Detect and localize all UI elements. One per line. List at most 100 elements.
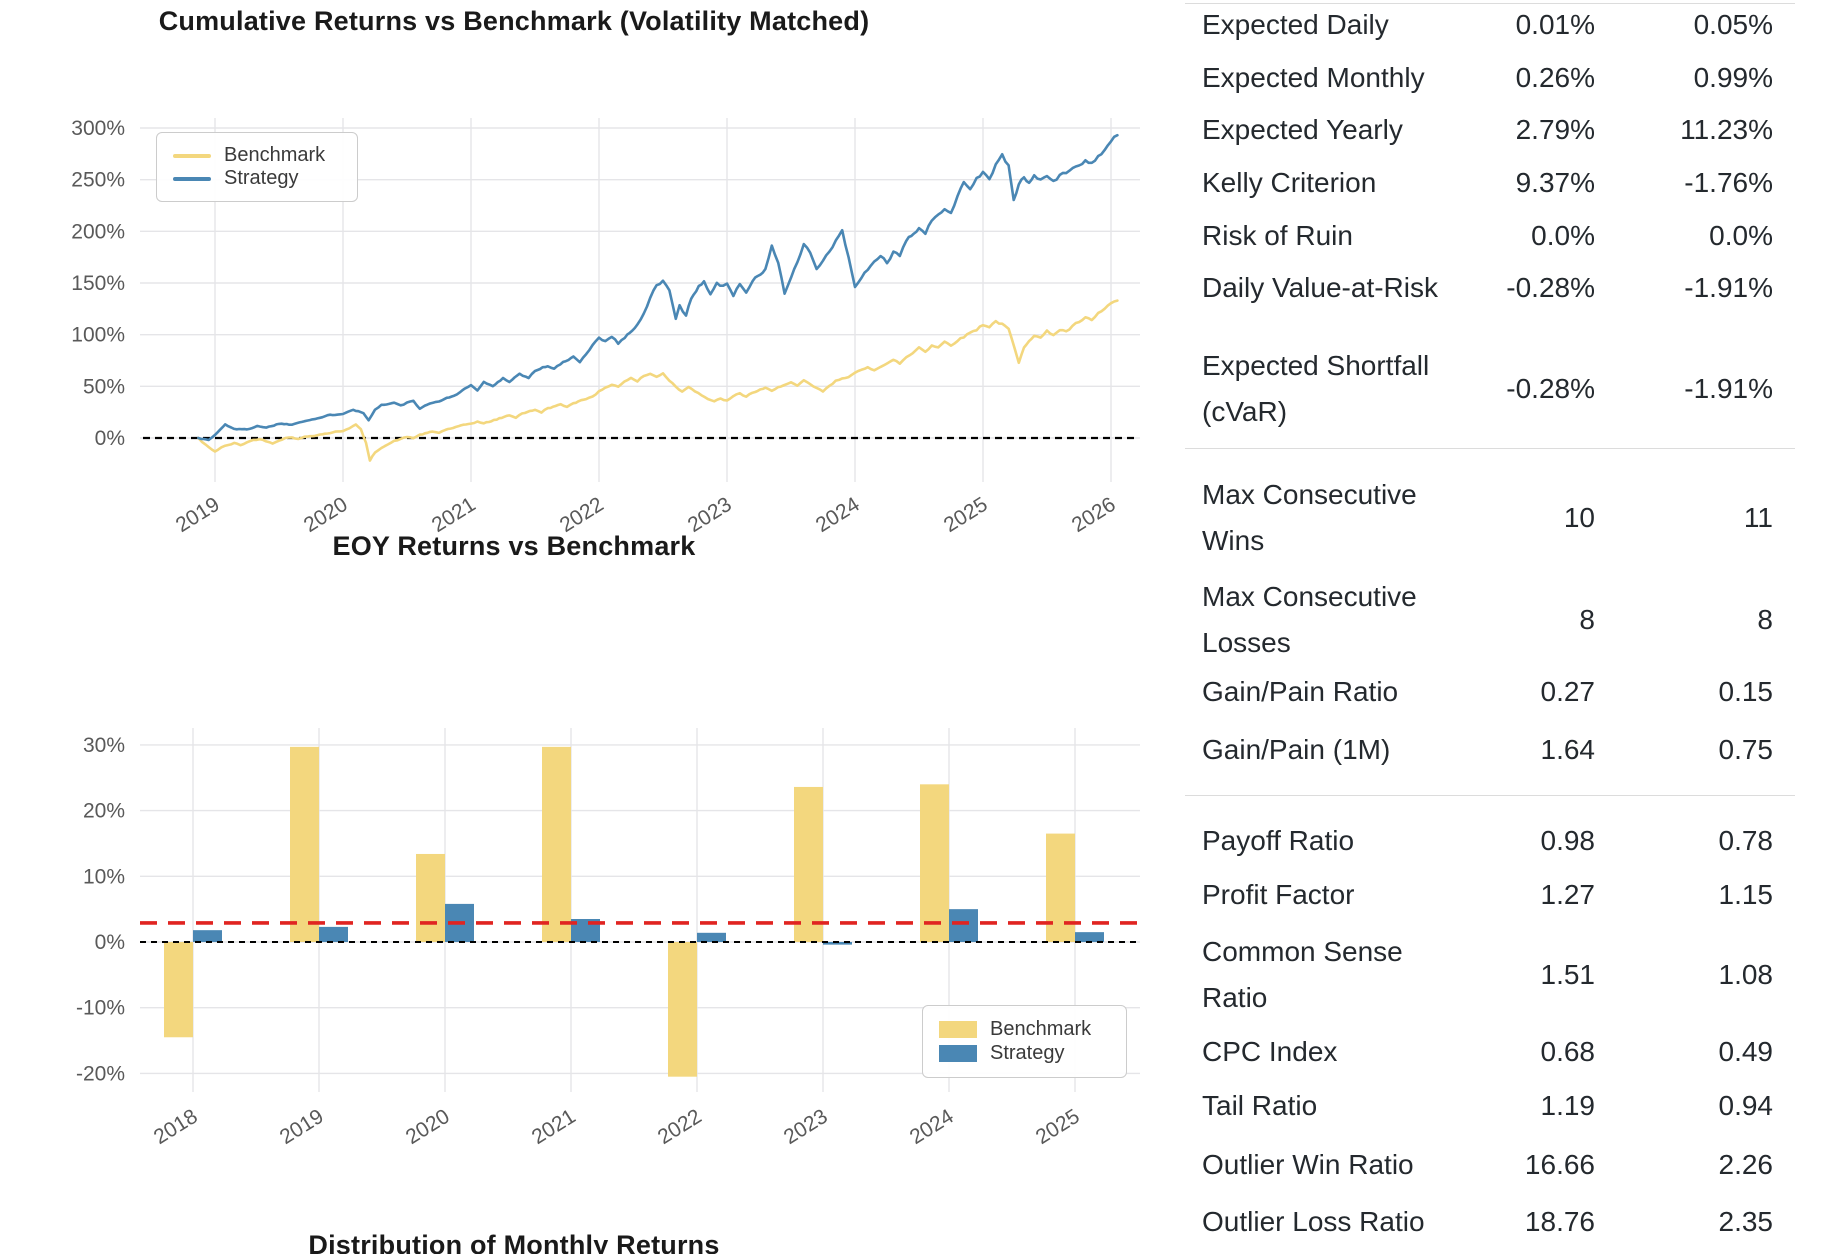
x-tick-label: 2025 bbox=[1032, 1105, 1084, 1149]
strategy-bar bbox=[571, 919, 600, 942]
metric-row: Max Consecutive Losses 8 8 bbox=[1202, 570, 1773, 670]
strategy-line bbox=[197, 133, 1119, 442]
metric-row: Expected Monthly 0.26% 0.99% bbox=[1202, 50, 1773, 106]
benchmark-line-swatch bbox=[173, 153, 211, 158]
legend-item-strategy: Strategy bbox=[939, 1042, 1110, 1065]
metric-value-benchmark: 0.68 bbox=[1540, 1036, 1596, 1067]
metric-label: Payoff Ratio bbox=[1202, 825, 1355, 856]
metric-value-strategy: -1.91% bbox=[1684, 373, 1773, 404]
benchmark-bar-swatch bbox=[939, 1020, 977, 1038]
strategy-bar bbox=[949, 909, 978, 942]
strategy-bar bbox=[1075, 932, 1104, 942]
y-tick-label: 300% bbox=[71, 117, 125, 140]
metric-value-benchmark: 1.27 bbox=[1540, 879, 1596, 910]
metric-value-benchmark: 18.76 bbox=[1524, 1206, 1595, 1237]
metric-value-benchmark: 8 bbox=[1579, 604, 1595, 635]
benchmark-bar bbox=[668, 942, 697, 1077]
x-tick-label: 2019 bbox=[276, 1105, 328, 1149]
metric-value-benchmark: 0.01% bbox=[1515, 9, 1595, 40]
metric-label: Daily Value-at-Risk bbox=[1202, 272, 1438, 303]
metric-value-strategy: -1.91% bbox=[1684, 272, 1773, 303]
metric-value-strategy: 0.94 bbox=[1718, 1090, 1774, 1121]
metric-row: Max Consecutive Wins 10 11 bbox=[1202, 468, 1773, 568]
metric-value-strategy: 11 bbox=[1743, 502, 1773, 533]
metric-value-strategy: 2.35 bbox=[1718, 1206, 1774, 1237]
legend-item-benchmark: Benchmark bbox=[173, 144, 341, 167]
y-tick-label: -10% bbox=[76, 997, 125, 1020]
strategy-bar bbox=[193, 930, 222, 942]
y-tick-label: 250% bbox=[71, 169, 125, 192]
x-tick-label: 2026 bbox=[1068, 493, 1120, 537]
metric-label: Outlier Win Ratio bbox=[1202, 1149, 1414, 1180]
metric-label: Tail Ratio bbox=[1202, 1090, 1318, 1121]
strategy-bar bbox=[319, 926, 348, 942]
strategy-line-swatch bbox=[173, 176, 211, 181]
y-tick-label: 10% bbox=[83, 865, 125, 888]
metric-row: Gain/Pain Ratio 0.27 0.15 bbox=[1202, 664, 1773, 720]
x-tick-label: 2018 bbox=[150, 1105, 202, 1149]
table-section-divider bbox=[1185, 448, 1795, 449]
metric-value-strategy: 0.75 bbox=[1718, 734, 1774, 765]
benchmark-bar bbox=[542, 746, 571, 942]
metric-row: Daily Value-at-Risk -0.28% -1.91% bbox=[1202, 260, 1773, 316]
metric-value-strategy: 0.15 bbox=[1718, 676, 1774, 707]
y-tick-label: 0% bbox=[95, 427, 125, 450]
metric-value-benchmark: -0.28% bbox=[1506, 373, 1595, 404]
strategy-bar bbox=[697, 932, 726, 942]
metric-row: CPC Index 0.68 0.49 bbox=[1202, 1024, 1773, 1080]
metric-row: Expected Yearly 2.79% 11.23% bbox=[1202, 102, 1773, 158]
metric-row: Risk of Ruin 0.0% 0.0% bbox=[1202, 208, 1773, 264]
benchmark-bar bbox=[164, 942, 193, 1038]
benchmark-bar bbox=[416, 853, 445, 942]
metric-label: Max Consecutive Wins bbox=[1202, 479, 1417, 556]
legend-label: Strategy bbox=[224, 167, 299, 189]
table-section-divider bbox=[1185, 3, 1795, 4]
metric-label: CPC Index bbox=[1202, 1036, 1338, 1067]
metric-row: Expected Shortfall (cVaR) -0.28% -1.91% bbox=[1202, 339, 1773, 439]
metric-value-benchmark: 0.98 bbox=[1540, 825, 1596, 856]
metric-label: Expected Daily bbox=[1202, 9, 1389, 40]
cumulative-returns-chart-title: Cumulative Returns vs Benchmark (Volatil… bbox=[158, 6, 870, 36]
y-tick-label: 30% bbox=[83, 734, 125, 757]
metric-value-strategy: 0.78 bbox=[1718, 825, 1774, 856]
metric-value-strategy: 11.23% bbox=[1680, 114, 1773, 145]
x-tick-label: 2020 bbox=[402, 1105, 454, 1149]
metric-value-benchmark: -0.28% bbox=[1506, 272, 1595, 303]
x-tick-label: 2023 bbox=[780, 1105, 832, 1149]
metric-value-benchmark: 1.19 bbox=[1540, 1090, 1596, 1121]
y-tick-label: 150% bbox=[71, 272, 125, 295]
y-tick-label: 20% bbox=[83, 800, 125, 823]
key-metrics-table: Expected Daily 0.01% 0.05% Expected Monthly… bbox=[1185, 0, 1795, 1254]
metric-value-benchmark: 0.27 bbox=[1540, 676, 1596, 707]
benchmark-bar bbox=[794, 786, 823, 942]
metric-value-benchmark: 1.64 bbox=[1540, 734, 1596, 765]
metric-label: Expected Yearly bbox=[1202, 114, 1403, 145]
metric-row: Outlier Win Ratio 16.66 2.26 bbox=[1202, 1137, 1773, 1193]
metric-value-strategy: 2.26 bbox=[1718, 1149, 1774, 1180]
metric-row: Kelly Criterion 9.37% -1.76% bbox=[1202, 155, 1773, 211]
metric-value-strategy: 8 bbox=[1757, 604, 1773, 635]
eoy-chart-legend: Benchmark Strategy bbox=[922, 1005, 1127, 1078]
metric-value-benchmark: 2.79% bbox=[1515, 114, 1595, 145]
metric-value-strategy: 1.15 bbox=[1718, 879, 1774, 910]
metric-row: Tail Ratio 1.19 0.94 bbox=[1202, 1078, 1773, 1134]
metric-label: Max Consecutive Losses bbox=[1202, 581, 1417, 658]
metric-label: Gain/Pain (1M) bbox=[1202, 734, 1391, 765]
cumulative-chart-legend: Benchmark Strategy bbox=[156, 132, 358, 202]
metric-label: Expected Monthly bbox=[1202, 62, 1425, 93]
table-section-divider bbox=[1185, 795, 1795, 796]
metric-value-strategy: -1.76% bbox=[1684, 167, 1773, 198]
metric-row: Profit Factor 1.27 1.15 bbox=[1202, 867, 1773, 923]
strategy-bar-swatch bbox=[939, 1045, 977, 1063]
legend-label: Strategy bbox=[990, 1042, 1065, 1065]
legend-item-strategy: Strategy bbox=[173, 167, 341, 190]
metric-label: Risk of Ruin bbox=[1202, 220, 1353, 251]
metric-label: Gain/Pain Ratio bbox=[1202, 676, 1399, 707]
metric-label: Kelly Criterion bbox=[1202, 167, 1377, 198]
metric-row: Gain/Pain (1M) 1.64 0.75 bbox=[1202, 722, 1773, 778]
metric-value-benchmark: 1.51 bbox=[1540, 959, 1596, 990]
y-tick-label: 0% bbox=[95, 931, 125, 954]
monthly-distribution-chart-title: Distribution of Monthly Returns bbox=[308, 1230, 720, 1254]
